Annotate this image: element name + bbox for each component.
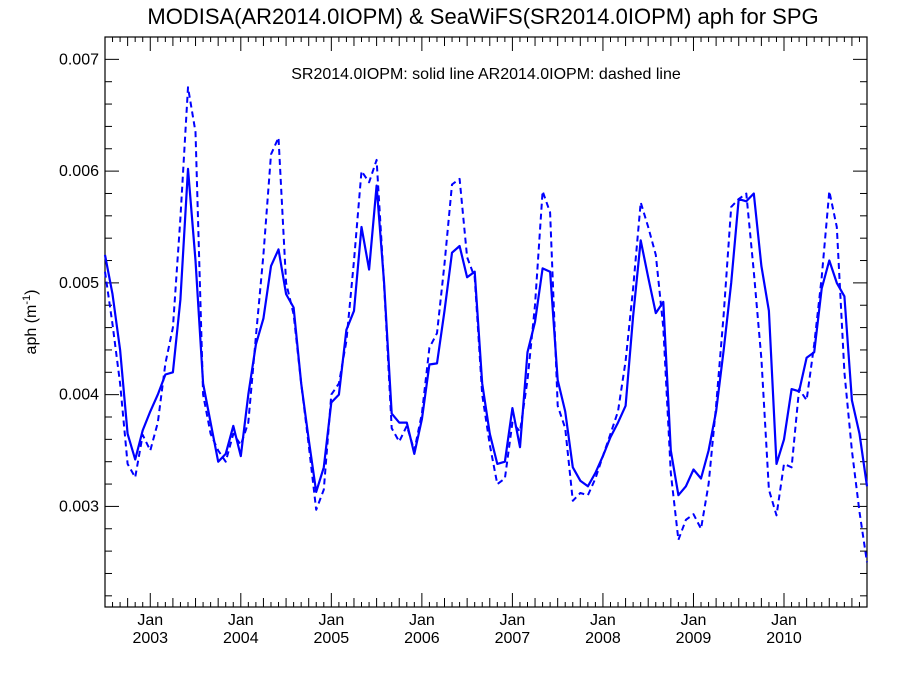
y-tick-label: 0.003 [59,498,99,515]
chart-title: MODISA(AR2014.0IOPM) & SeaWiFS(SR2014.0I… [147,4,818,29]
line-style-annotation: SR2014.0IOPM: solid line AR2014.0IOPM: d… [291,66,681,83]
x-tick-label-year: 2006 [404,630,440,647]
x-tick-label-month: Jan [771,612,797,629]
series-line-dashed [104,86,868,563]
series-line-solid [103,167,869,497]
y-tick-label: 0.004 [59,387,99,404]
y-tick-label: 0.005 [59,275,99,292]
y-axis-label: aph (m-1) [21,290,40,355]
y-axis-label-close: ) [23,290,40,295]
x-tick-label-year: 2007 [495,630,531,647]
x-tick-label-year: 2008 [585,630,621,647]
x-tick-label-year: 2009 [676,630,712,647]
series-solid [103,167,869,497]
y-axis-label-superscript: -1 [21,295,33,305]
x-tick-label-month: Jan [590,612,616,629]
x-tick-label-year: 2005 [314,630,350,647]
x-tick-label-month: Jan [137,612,163,629]
x-tick-label-month: Jan [500,612,526,629]
series-layer [103,86,869,563]
x-tick-label-year: 2010 [766,630,802,647]
x-tick-label-month: Jan [318,612,344,629]
x-tick-label-year: 2004 [223,630,259,647]
y-tick-label: 0.007 [59,51,99,68]
y-axis-label-base: aph (m [23,305,40,355]
x-tick-label-month: Jan [228,612,254,629]
x-tick-label-year: 2003 [132,630,168,647]
plot-frame [104,36,868,608]
y-tick-label: 0.006 [59,163,99,180]
axes: 0.0030.0040.0050.0060.007Jan2003Jan2004J… [59,36,868,647]
series-dashed [104,86,868,563]
x-tick-label-month: Jan [409,612,435,629]
x-tick-label-month: Jan [681,612,707,629]
